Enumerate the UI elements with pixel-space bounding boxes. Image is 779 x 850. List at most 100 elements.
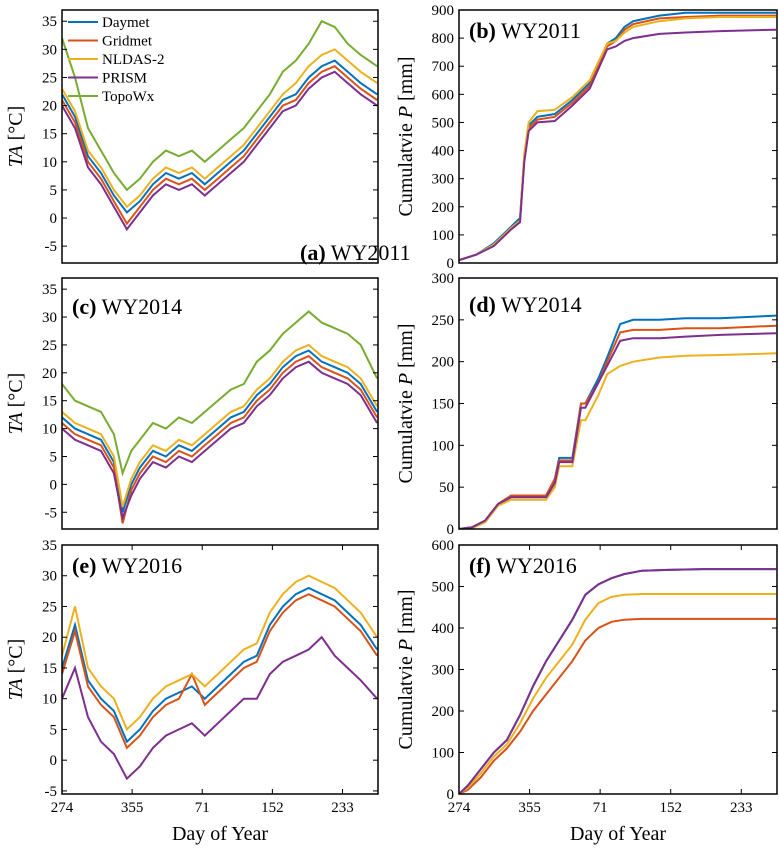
y-tick-label: 200 [432,355,455,371]
series-line-gridmet [459,617,777,794]
y-tick-label: 800 [432,31,455,47]
y-tick-label: 700 [432,59,455,75]
y-axis-label-var: TA [5,145,27,168]
series-group-b [459,11,777,262]
panel-title: (d) WY2014 [469,292,582,317]
y-tick-label: 0 [447,787,455,803]
panel-a: -5 0 5 10 15 20 25 30 35 TA [°C] (a) WY2011 Daymet G… [5,9,411,265]
panel-title-letter: (f) [469,553,491,578]
series-group-a [62,19,378,232]
y-axis-label-unit: [°C] [5,639,27,679]
series-line-gridmet [62,65,378,226]
panel-title-year: WY2016 [96,553,182,578]
y-tick-label: 600 [432,87,455,103]
y-tick-label: 25 [42,70,57,86]
y-tick-label: 20 [42,99,57,115]
x-tick-label: 274 [51,800,74,816]
axes-frame [61,9,379,264]
panel-title-letter: (a) [300,240,326,265]
panel-title: (c) WY2014 [72,294,182,319]
panel-d: 0 50 100 150 200 250 300 Cumulatvie P [mm] (d) W… [395,271,778,538]
y-tick-label: 200 [432,200,455,216]
panel-title-letter: (d) [469,292,496,317]
y-tick-label: 15 [42,394,57,410]
legend-entry: NLDAS-2 [102,52,165,68]
axes-frame [61,544,379,795]
y-tick-label: -5 [45,784,58,800]
y-tick-label: 500 [432,580,455,596]
y-axis-label-var: TA [5,678,27,701]
series-line-daymet [459,568,777,794]
panel-title: (a) WY2011 [300,240,411,265]
y-tick-label: 25 [42,599,57,615]
legend-entry: Daymet [102,15,150,31]
x-tick-label: 355 [121,800,144,816]
series-line-prism [62,635,378,781]
panel-title: (b) WY2011 [469,18,581,43]
y-tick-label: 900 [432,3,455,19]
y-axis-label: TA [°C] [5,373,27,435]
y-axis-label-var: P [395,373,417,386]
y-tick-label: 10 [42,422,57,438]
series-line-prism [459,568,777,794]
y-tick-label: -5 [45,505,58,521]
series-line-nldas2 [459,593,777,794]
y-tick-label: 35 [42,14,57,30]
series-line-nldas2 [62,574,378,732]
y-axis-label-unit: [mm] [395,324,417,373]
series-line-nldas2 [459,16,777,262]
legend-entry: PRISM [102,71,147,87]
y-tick-label: 250 [432,313,455,329]
y-tick-label: 300 [432,663,455,679]
panel-title-year: WY2014 [496,292,582,317]
x-axis-label: Day of Year [570,823,666,845]
y-axis-label-prefix: Cumulatvie [395,118,417,216]
x-tick-label: 233 [331,800,354,816]
panel-b: 0 100 200 300 400 500 600 700 800 900 Cumulatvie P… [395,3,778,272]
y-tick-label: 100 [432,228,455,244]
y-axis-label-prefix: Cumulatvie [395,385,417,483]
y-tick-label: 100 [432,438,455,454]
panel-title-letter: (b) [469,18,496,43]
x-tick-label: 355 [518,800,541,816]
y-tick-label: 600 [432,538,455,554]
y-tick-label: 25 [42,338,57,354]
y-tick-label: 5 [50,449,58,465]
y-tick-label: 10 [42,692,57,708]
y-tick-label: 300 [432,172,455,188]
y-tick-label: 30 [42,310,57,326]
series-line-nldas2 [62,48,378,209]
legend-entry: TopoWx [102,89,155,105]
y-axis-label-unit: [°C] [5,373,27,413]
series-line-gridmet [62,593,378,750]
panel-title-year: WY2014 [96,294,182,319]
y-tick-label: 20 [42,366,57,382]
panel-f: 0 100 200 300 400 500 600 274 355 71 152 233 Day of … [395,538,778,845]
y-tick-label: 100 [432,746,455,762]
series-line-nldas2 [62,343,378,507]
y-tick-label: 15 [42,127,57,143]
series-line-daymet [62,59,378,214]
y-axis-label-unit: [°C] [5,106,27,146]
y-tick-label: 30 [42,569,57,585]
panel-title-year: WY2016 [491,553,577,578]
y-axis-label: TA [°C] [5,106,27,168]
x-tick-label: 152 [659,800,682,816]
y-axis-label-var: P [395,106,417,119]
y-tick-label: 35 [42,538,57,554]
panel-title: (e) WY2016 [72,553,182,578]
y-tick-label: 10 [42,155,57,171]
y-axis-label-var: P [395,639,417,652]
axes-frame [458,544,778,795]
y-tick-label: 15 [42,661,57,677]
panel-title-year: WY2011 [326,240,411,265]
panel-title-year: WY2011 [496,18,581,43]
series-line-daymet [459,11,777,262]
y-tick-label: 150 [432,397,455,413]
y-tick-label: 0 [50,477,58,493]
y-axis-label: Cumulatvie P [mm] [395,324,417,484]
axes-frame [61,277,379,530]
x-tick-label: 274 [448,800,471,816]
series-group-e [62,574,378,781]
